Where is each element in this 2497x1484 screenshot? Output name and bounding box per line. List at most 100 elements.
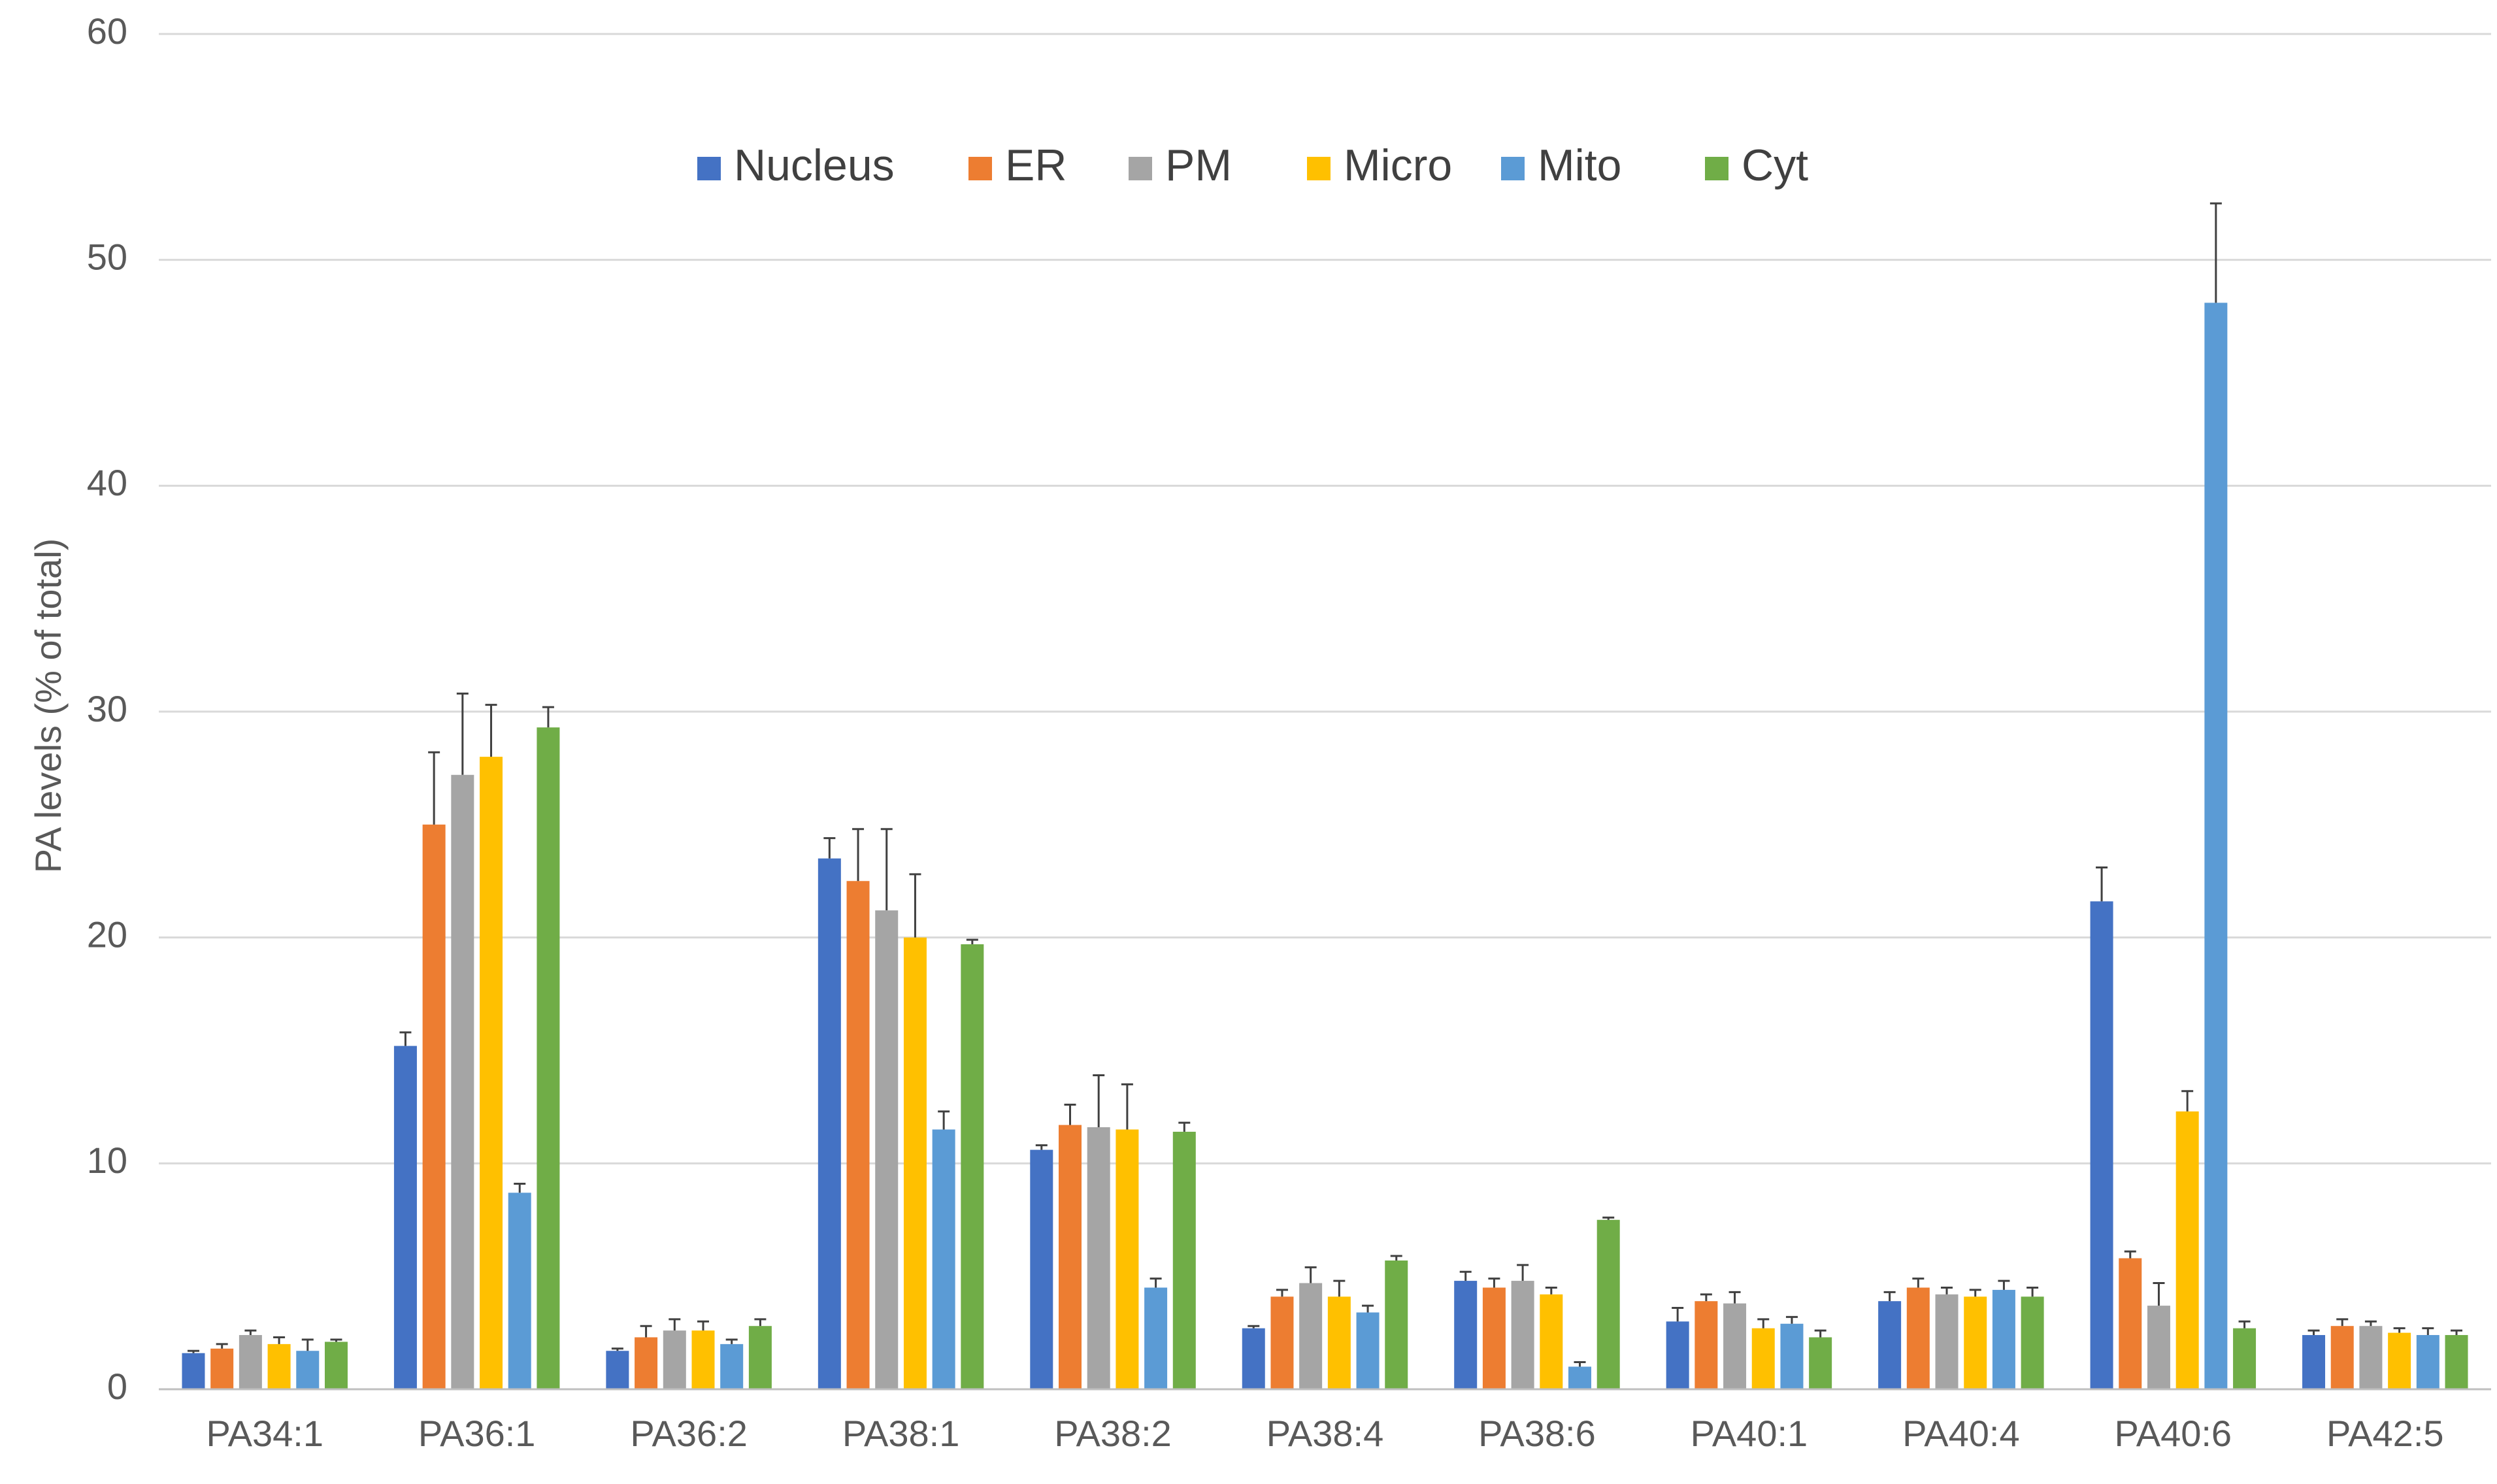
- bar-micro-pa38-2: [1116, 1129, 1139, 1389]
- bar-mito-pa40-4: [1992, 1289, 2015, 1389]
- error-bar: [2422, 1327, 2434, 1336]
- error-bar: [2124, 1250, 2136, 1259]
- bar-er-pa40-1: [1695, 1301, 1718, 1389]
- legend-swatch: [1705, 157, 1728, 180]
- error-bars: [187, 202, 2463, 1367]
- bar-nucleus-pa36-1: [393, 1046, 417, 1389]
- bar-nucleus-pa38-1: [818, 858, 841, 1389]
- y-tick-label: 0: [107, 1366, 127, 1407]
- legend-label: ER: [1005, 140, 1067, 190]
- bar-mito-pa40-6: [2204, 303, 2228, 1390]
- legend-item-pm: PM: [1129, 140, 1232, 190]
- bar-pm-pa38-1: [875, 910, 899, 1389]
- error-bar: [725, 1338, 738, 1344]
- error-bar: [966, 938, 978, 945]
- error-bar: [1912, 1278, 1925, 1288]
- legend-item-nucleus: Nucleus: [697, 140, 895, 190]
- x-tick-label: PA36:2: [630, 1413, 748, 1454]
- error-bar: [1672, 1307, 1684, 1322]
- bar-er-pa34-1: [210, 1348, 234, 1389]
- legend-swatch: [697, 157, 721, 180]
- error-bar: [2336, 1318, 2349, 1327]
- y-tick-label: 10: [87, 1140, 127, 1181]
- x-tick-label: PA34:1: [206, 1413, 323, 1454]
- legend-item-mito: Mito: [1501, 140, 1621, 190]
- bar-cyt-pa36-1: [537, 727, 560, 1389]
- bar-mito-pa34-1: [296, 1351, 320, 1389]
- error-bar: [2307, 1329, 2320, 1336]
- bar-micro-pa36-1: [480, 757, 503, 1389]
- bar-mito-pa38-1: [932, 1129, 955, 1389]
- error-bar: [1362, 1304, 1374, 1313]
- error-bar: [399, 1031, 412, 1046]
- error-bar: [2238, 1320, 2251, 1328]
- bar-mito-pa36-2: [720, 1344, 744, 1389]
- bar-mito-pa36-1: [508, 1193, 531, 1389]
- error-bar: [938, 1110, 950, 1130]
- error-bar: [2026, 1286, 2039, 1297]
- error-bar: [273, 1336, 286, 1344]
- bar-micro-pa40-6: [2175, 1111, 2199, 1389]
- x-tick-label: PA40:4: [1902, 1413, 2020, 1454]
- bar-er-pa38-6: [1482, 1287, 1506, 1389]
- error-bar: [330, 1338, 342, 1342]
- error-bar: [1276, 1289, 1288, 1297]
- error-bar: [2153, 1282, 2165, 1306]
- y-axis-ticks: 0 10 20 30 40 50 60: [87, 10, 127, 1407]
- error-bar: [669, 1318, 681, 1331]
- bar-nucleus-pa38-2: [1030, 1149, 1053, 1389]
- y-tick-label: 40: [87, 462, 127, 503]
- bar-er-pa38-1: [846, 881, 870, 1389]
- bar-pm-pa40-4: [1935, 1294, 1959, 1389]
- bar-cyt-pa34-1: [324, 1342, 348, 1389]
- bar-cyt-pa38-6: [1596, 1219, 1620, 1389]
- error-bar: [187, 1349, 199, 1353]
- error-bar: [1998, 1279, 2010, 1290]
- legend-item-er: ER: [968, 140, 1067, 190]
- bar-micro-pa38-1: [903, 937, 927, 1389]
- error-bar: [2451, 1329, 2463, 1336]
- legend-item-micro: Micro: [1307, 140, 1452, 190]
- bar-cyt-pa38-2: [1172, 1131, 1196, 1389]
- bar-micro-pa40-1: [1751, 1328, 1775, 1389]
- x-tick-label: PA38:4: [1266, 1413, 1384, 1454]
- bar-er-pa40-6: [2119, 1258, 2142, 1389]
- bar-cyt-pa42-5: [2445, 1335, 2468, 1389]
- legend-swatch: [1129, 157, 1152, 180]
- error-bar: [1757, 1318, 1770, 1328]
- error-bar: [1248, 1325, 1260, 1328]
- error-bar: [1517, 1264, 1529, 1281]
- y-tick-label: 30: [87, 688, 127, 729]
- error-bar: [1093, 1074, 1105, 1128]
- error-bar: [456, 692, 469, 775]
- bar-nucleus-pa42-5: [2302, 1335, 2326, 1389]
- bar-nucleus-pa38-6: [1454, 1281, 1478, 1389]
- legend-swatch: [1307, 157, 1331, 180]
- error-bar: [1333, 1279, 1346, 1297]
- bar-mito-pa38-4: [1356, 1312, 1380, 1389]
- error-bar: [1459, 1270, 1472, 1281]
- error-bar: [428, 751, 440, 825]
- error-bar: [1883, 1291, 1896, 1302]
- bar-mito-pa38-6: [1568, 1366, 1592, 1389]
- x-axis-labels: PA34:1 PA36:1 PA36:2 PA38:1 PA38:2 PA38:4 PA38…: [206, 1413, 2443, 1454]
- legend-label: Cyt: [1742, 140, 1808, 190]
- bar-er-pa36-1: [422, 824, 446, 1389]
- error-bar: [2096, 866, 2108, 902]
- y-tick-label: 20: [87, 914, 127, 955]
- bar-micro-pa38-6: [1540, 1294, 1563, 1389]
- error-bar: [2209, 202, 2222, 303]
- bar-cyt-pa36-2: [748, 1326, 772, 1389]
- bar-cyt-pa40-1: [1809, 1337, 1832, 1389]
- bar-micro-pa42-5: [2388, 1332, 2411, 1389]
- error-bar: [1121, 1083, 1133, 1130]
- bar-er-pa42-5: [2330, 1326, 2354, 1389]
- error-bar: [244, 1329, 257, 1336]
- bar-nucleus-pa36-2: [606, 1351, 629, 1389]
- bar-pm-pa40-6: [2147, 1306, 2170, 1389]
- legend-label: PM: [1165, 140, 1232, 190]
- bar-mito-pa40-1: [1780, 1323, 1804, 1389]
- x-tick-label: PA42:5: [2326, 1413, 2444, 1454]
- bar-pm-pa38-2: [1087, 1127, 1110, 1389]
